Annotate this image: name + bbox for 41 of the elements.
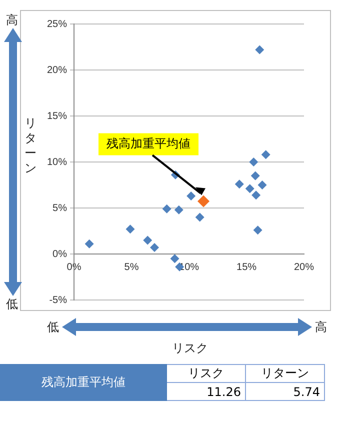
y-tick-label: -5% — [49, 294, 68, 306]
point — [234, 180, 244, 189]
point — [197, 195, 210, 208]
text: 低 — [6, 296, 18, 313]
point — [84, 239, 94, 248]
point — [253, 226, 262, 235]
point — [162, 204, 172, 214]
y-tick-label: 15% — [47, 110, 68, 122]
x-tick-label: 20% — [294, 262, 314, 273]
point — [250, 171, 260, 180]
x-tick-label: 5% — [124, 262, 139, 273]
point — [195, 212, 204, 222]
y-tick-label: 20% — [47, 64, 68, 76]
y-tick-label: 10% — [47, 156, 68, 168]
point — [245, 184, 254, 194]
point — [186, 192, 196, 201]
point — [255, 45, 264, 54]
text: 低 — [47, 319, 59, 336]
point — [258, 180, 267, 190]
point — [143, 236, 152, 245]
text: 5.74 — [246, 382, 324, 400]
x-tick-label: 15% — [236, 262, 257, 273]
text: リターン — [246, 364, 324, 382]
text: リスク — [166, 364, 246, 382]
point — [261, 150, 270, 160]
point — [126, 224, 135, 234]
y-tick-label: 0% — [52, 248, 68, 260]
annotation: 残高加重平均値 — [106, 136, 190, 150]
point — [170, 254, 180, 264]
y-axis-title: リターン — [24, 116, 37, 176]
point — [249, 158, 258, 166]
point — [150, 243, 160, 252]
text: 高 — [6, 12, 18, 29]
point — [252, 190, 261, 200]
y-tick-label: 5% — [52, 202, 68, 214]
point — [174, 205, 184, 214]
text: 11.26 — [166, 382, 246, 400]
y-tick-label: 25% — [47, 18, 68, 30]
x-axis-title: リスク — [172, 340, 208, 357]
text: 高 — [315, 319, 327, 336]
text: 残高加重平均値 — [0, 364, 166, 400]
